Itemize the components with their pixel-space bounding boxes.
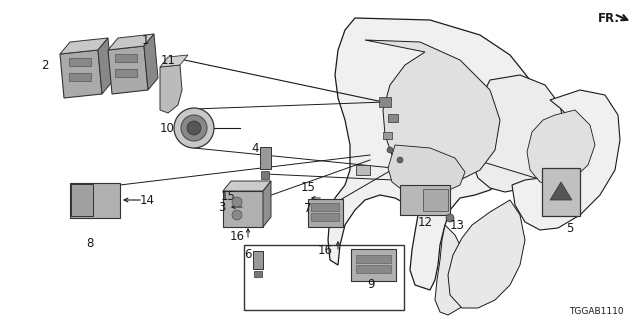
Polygon shape xyxy=(108,34,154,50)
Text: TGGAB1110: TGGAB1110 xyxy=(570,307,624,316)
Bar xyxy=(115,69,137,77)
Polygon shape xyxy=(144,34,158,90)
Bar xyxy=(261,171,269,179)
Bar xyxy=(253,251,263,269)
Polygon shape xyxy=(512,90,620,230)
Bar xyxy=(355,265,390,273)
Bar xyxy=(70,182,120,218)
Text: 12: 12 xyxy=(417,215,433,228)
Text: 13: 13 xyxy=(449,219,465,231)
Circle shape xyxy=(181,115,207,141)
Polygon shape xyxy=(470,75,565,192)
Bar xyxy=(311,203,339,211)
Polygon shape xyxy=(435,225,470,315)
Polygon shape xyxy=(98,38,112,94)
Polygon shape xyxy=(328,18,540,290)
Polygon shape xyxy=(365,40,500,183)
Text: FR.: FR. xyxy=(598,12,620,25)
Text: 8: 8 xyxy=(86,236,93,250)
Text: 15: 15 xyxy=(221,189,236,203)
Text: 5: 5 xyxy=(566,221,573,235)
Bar xyxy=(542,168,580,216)
Text: 1: 1 xyxy=(141,34,148,46)
Polygon shape xyxy=(388,145,465,195)
Circle shape xyxy=(387,147,393,153)
Text: 4: 4 xyxy=(252,141,259,155)
Text: 11: 11 xyxy=(161,53,175,67)
Text: 3: 3 xyxy=(218,201,226,213)
Bar xyxy=(71,184,93,216)
Circle shape xyxy=(187,121,201,135)
Polygon shape xyxy=(550,182,572,200)
Polygon shape xyxy=(60,38,108,54)
Bar xyxy=(351,249,396,281)
Bar xyxy=(383,132,392,139)
Bar xyxy=(356,165,370,175)
Circle shape xyxy=(446,214,454,222)
Circle shape xyxy=(397,157,403,163)
Bar xyxy=(307,199,342,227)
Text: 15: 15 xyxy=(301,180,316,194)
Bar xyxy=(115,54,137,62)
Text: 9: 9 xyxy=(367,277,375,291)
Bar xyxy=(69,58,91,66)
Bar xyxy=(422,189,447,211)
Polygon shape xyxy=(108,46,148,94)
Bar xyxy=(379,97,391,107)
Bar xyxy=(244,245,404,310)
Text: 16: 16 xyxy=(230,229,244,243)
Polygon shape xyxy=(527,110,595,185)
Bar xyxy=(400,185,450,215)
Circle shape xyxy=(232,210,242,220)
Circle shape xyxy=(232,197,242,207)
Bar xyxy=(355,255,390,263)
Circle shape xyxy=(174,108,214,148)
Text: 10: 10 xyxy=(159,122,175,134)
Bar xyxy=(259,147,271,169)
Bar xyxy=(69,73,91,81)
Polygon shape xyxy=(160,65,182,113)
Polygon shape xyxy=(448,200,525,308)
Polygon shape xyxy=(223,191,263,227)
Polygon shape xyxy=(160,55,188,67)
Polygon shape xyxy=(60,50,102,98)
Bar xyxy=(388,114,398,122)
Text: 14: 14 xyxy=(140,194,154,206)
Text: 6: 6 xyxy=(244,247,252,260)
Text: 16: 16 xyxy=(317,244,333,257)
Text: 7: 7 xyxy=(304,202,312,214)
Text: 2: 2 xyxy=(41,59,49,71)
Polygon shape xyxy=(223,181,271,191)
Bar xyxy=(311,213,339,221)
Polygon shape xyxy=(263,181,271,227)
Bar xyxy=(254,271,262,277)
